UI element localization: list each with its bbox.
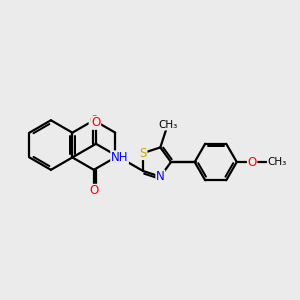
- Text: S: S: [140, 146, 147, 160]
- Text: NH: NH: [111, 151, 128, 164]
- Text: O: O: [89, 184, 98, 197]
- Text: CH₃: CH₃: [158, 120, 178, 130]
- Text: CH₃: CH₃: [268, 157, 287, 167]
- Text: O: O: [248, 155, 257, 169]
- Text: O: O: [89, 114, 98, 127]
- Text: O: O: [91, 116, 101, 129]
- Text: N: N: [156, 170, 165, 183]
